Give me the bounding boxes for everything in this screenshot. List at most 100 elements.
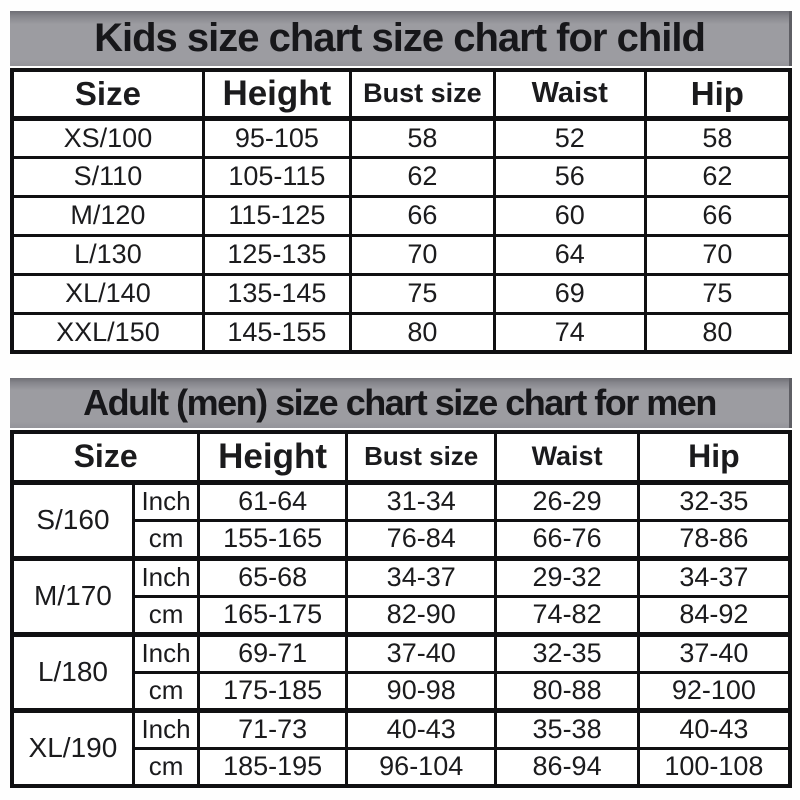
adult-height-value: 155-165 xyxy=(197,518,349,560)
adult-size-value: S/160 xyxy=(10,479,135,560)
kids-waist-value: 60 xyxy=(492,194,647,237)
kids-waist-value: 56 xyxy=(492,155,647,198)
kids-waist-value: 64 xyxy=(492,233,647,276)
adult-hip-value: 40-43 xyxy=(636,707,792,750)
adult-col-header-bust: Bust size xyxy=(345,430,498,485)
table-row: cm 155-165 76-84 66-76 78-86 xyxy=(12,518,792,560)
adult-height-value: 69-71 xyxy=(197,631,349,674)
adult-col-header-waist: Waist xyxy=(494,430,640,485)
kids-height-value: 135-145 xyxy=(201,272,352,315)
kids-hip-value: 58 xyxy=(643,116,792,159)
kids-waist-value: 69 xyxy=(492,272,647,315)
kids-size-value: L/130 xyxy=(10,233,205,276)
adult-hip-value: 92-100 xyxy=(636,670,792,712)
kids-size-value: XS/100 xyxy=(10,116,205,159)
adult-size-chart-section: Adult (men) size chart size chart for me… xyxy=(10,378,792,788)
unit-label-inch: Inch xyxy=(131,555,201,598)
adult-waist-value: 32-35 xyxy=(494,631,640,674)
kids-bust-value: 66 xyxy=(348,194,496,237)
kids-size-value: XXL/150 xyxy=(10,311,205,354)
kids-hip-value: 75 xyxy=(643,272,792,315)
adult-height-value: 175-185 xyxy=(197,670,349,712)
table-row: L/130 125-135 70 64 70 xyxy=(10,233,792,276)
kids-waist-value: 74 xyxy=(492,311,647,354)
adult-waist-value: 29-32 xyxy=(494,555,640,598)
kids-col-header-size: Size xyxy=(10,68,205,121)
adult-waist-value: 86-94 xyxy=(494,746,640,788)
kids-height-value: 145-155 xyxy=(201,311,352,354)
kids-col-header-height: Height xyxy=(201,68,352,121)
unit-label-cm: cm xyxy=(131,518,201,560)
kids-height-value: 125-135 xyxy=(201,233,352,276)
adult-height-value: 65-68 xyxy=(197,555,349,598)
kids-col-header-waist: Waist xyxy=(492,68,647,121)
unit-label-cm: cm xyxy=(131,594,201,636)
kids-bust-value: 62 xyxy=(348,155,496,198)
table-row: M/120 115-125 66 60 66 xyxy=(10,194,792,237)
adult-waist-value: 26-29 xyxy=(494,479,640,522)
kids-col-header-bust: Bust size xyxy=(348,68,496,121)
kids-size-value: S/110 xyxy=(10,155,205,198)
adult-bust-value: 31-34 xyxy=(345,479,498,522)
adult-size-table: Size Height Bust size Waist Hip S/160 In… xyxy=(10,430,792,788)
unit-label-cm: cm xyxy=(131,670,201,712)
adult-col-header-hip: Hip xyxy=(636,430,792,485)
kids-hip-value: 66 xyxy=(643,194,792,237)
kids-height-value: 115-125 xyxy=(201,194,352,237)
table-row: XL/140 135-145 75 69 75 xyxy=(10,272,792,315)
kids-col-header-hip: Hip xyxy=(643,68,792,121)
adult-col-header-size: Size xyxy=(10,430,201,485)
adult-bust-value: 40-43 xyxy=(345,707,498,750)
table-row: S/110 105-115 62 56 62 xyxy=(10,155,792,198)
adult-hip-value: 78-86 xyxy=(636,518,792,560)
kids-hip-value: 70 xyxy=(643,233,792,276)
table-row: S/160 Inch 61-64 31-34 26-29 32-35 xyxy=(10,479,792,560)
adult-hip-value: 37-40 xyxy=(636,631,792,674)
kids-size-table: Size Height Bust size Waist Hip XS/100 9… xyxy=(10,68,792,354)
table-row: L/180 Inch 69-71 37-40 32-35 37-40 xyxy=(10,631,792,712)
kids-waist-value: 52 xyxy=(492,116,647,159)
adult-height-value: 61-64 xyxy=(197,479,349,522)
kids-chart-title: Kids size chart size chart for child xyxy=(94,16,706,60)
table-row: XL/190 Inch 71-73 40-43 35-38 40-43 xyxy=(10,707,792,788)
adult-bust-value: 34-37 xyxy=(345,555,498,598)
table-row: cm 185-195 96-104 86-94 100-108 xyxy=(12,746,792,788)
adult-hip-value: 34-37 xyxy=(636,555,792,598)
adult-size-value: XL/190 xyxy=(10,707,135,788)
kids-height-value: 105-115 xyxy=(201,155,352,198)
kids-size-chart-section: Kids size chart size chart for child Siz… xyxy=(10,11,792,354)
kids-header-row: Size Height Bust size Waist Hip xyxy=(10,68,792,121)
table-row: XS/100 95-105 58 52 58 xyxy=(10,116,792,159)
adult-header-row: Size Height Bust size Waist Hip xyxy=(10,430,792,485)
table-row: XXL/150 145-155 80 74 80 xyxy=(10,311,792,354)
adult-waist-value: 66-76 xyxy=(494,518,640,560)
kids-chart-title-bar: Kids size chart size chart for child xyxy=(10,11,792,66)
adult-col-header-height: Height xyxy=(197,430,349,485)
adult-hip-value: 84-92 xyxy=(636,594,792,636)
adult-size-value: L/180 xyxy=(10,631,135,712)
adult-waist-value: 80-88 xyxy=(494,670,640,712)
table-row: M/170 Inch 65-68 34-37 29-32 34-37 xyxy=(10,555,792,636)
adult-chart-title-bar: Adult (men) size chart size chart for me… xyxy=(10,378,792,428)
kids-bust-value: 80 xyxy=(348,311,496,354)
adult-bust-value: 90-98 xyxy=(345,670,498,712)
kids-height-value: 95-105 xyxy=(201,116,352,159)
kids-hip-value: 62 xyxy=(643,155,792,198)
kids-size-value: M/120 xyxy=(10,194,205,237)
unit-label-inch: Inch xyxy=(131,707,201,750)
adult-bust-value: 76-84 xyxy=(345,518,498,560)
adult-height-value: 71-73 xyxy=(197,707,349,750)
adult-waist-value: 74-82 xyxy=(494,594,640,636)
kids-hip-value: 80 xyxy=(643,311,792,354)
adult-size-value: M/170 xyxy=(10,555,135,636)
adult-hip-value: 32-35 xyxy=(636,479,792,522)
kids-bust-value: 75 xyxy=(348,272,496,315)
kids-bust-value: 70 xyxy=(348,233,496,276)
table-row: cm 165-175 82-90 74-82 84-92 xyxy=(12,594,792,636)
adult-waist-value: 35-38 xyxy=(494,707,640,750)
unit-label-cm: cm xyxy=(131,746,201,788)
adult-bust-value: 96-104 xyxy=(345,746,498,788)
table-row: cm 175-185 90-98 80-88 92-100 xyxy=(12,670,792,712)
adult-chart-title: Adult (men) size chart size chart for me… xyxy=(83,382,717,423)
